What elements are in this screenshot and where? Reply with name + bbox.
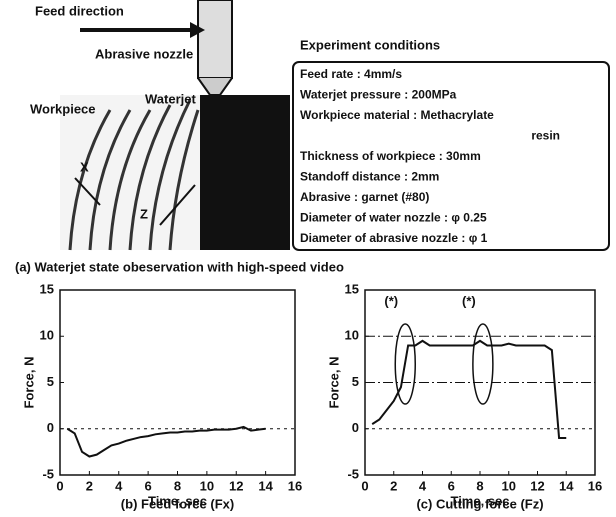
x-tick-label: 10 bbox=[200, 478, 214, 493]
label: Abrasive nozzle bbox=[95, 46, 193, 61]
caption: (c) Cutting force (Fz) bbox=[416, 496, 543, 511]
x-tick-label: 2 bbox=[86, 478, 93, 493]
y-tick-label: 5 bbox=[47, 374, 54, 389]
x-tick-label: 10 bbox=[502, 478, 516, 493]
condition-line: Waterjet pressure : 200MPa bbox=[300, 88, 457, 102]
y-tick-label: -5 bbox=[42, 466, 54, 481]
y-tick-label: 10 bbox=[40, 328, 54, 343]
condition-line: Diameter of abrasive nozzle : φ 1 bbox=[300, 231, 488, 245]
x-tick-label: 14 bbox=[559, 478, 574, 493]
striation bbox=[68, 99, 200, 251]
x-tick-label: 8 bbox=[174, 478, 181, 493]
x-tick-label: 16 bbox=[588, 478, 602, 493]
z-arrow bbox=[159, 184, 196, 226]
highlight bbox=[394, 323, 416, 405]
y-tick-label: 15 bbox=[345, 281, 359, 296]
label: Waterjet bbox=[145, 91, 196, 106]
x-tick-label: 16 bbox=[288, 478, 302, 493]
conditions-title: Experiment conditions bbox=[300, 37, 440, 52]
x-tick-label: 6 bbox=[145, 478, 152, 493]
feed-arrowhead bbox=[190, 22, 205, 38]
condition-line: Abrasive : garnet (#80) bbox=[300, 190, 429, 204]
condition-line: Diameter of water nozzle : φ 0.25 bbox=[300, 211, 487, 225]
x-tick-label: 12 bbox=[229, 478, 243, 493]
label: X bbox=[80, 159, 89, 174]
force-line bbox=[66, 425, 266, 458]
x-axis-label: Time, sec bbox=[450, 493, 509, 508]
x-tick-label: 6 bbox=[448, 478, 455, 493]
y-tick-label: 0 bbox=[47, 420, 54, 435]
cut-region bbox=[200, 95, 290, 250]
x-tick-label: 14 bbox=[258, 478, 273, 493]
illustration: Feed direction Abrasive nozzle Waterjet … bbox=[30, 0, 290, 251]
y-axis-label: Force, N bbox=[326, 356, 341, 408]
label: Workpiece bbox=[30, 101, 96, 116]
x-tick-label: 0 bbox=[361, 478, 368, 493]
highlight bbox=[472, 323, 494, 405]
caption: (b) Feed force (Fx) bbox=[121, 496, 234, 511]
y-tick-label: 0 bbox=[352, 420, 359, 435]
x-tick-label: 4 bbox=[115, 478, 123, 493]
y-tick-label: 5 bbox=[352, 374, 359, 389]
condition-line: Thickness of workpiece : 30mm bbox=[300, 149, 481, 163]
condition-line: Standoff distance : 2mm bbox=[300, 170, 439, 184]
force-line bbox=[371, 339, 567, 439]
label: Z bbox=[140, 206, 148, 221]
label: Feed direction bbox=[35, 3, 124, 18]
nozzle-tip bbox=[197, 77, 233, 96]
condition-line: Feed rate : 4mm/s bbox=[300, 67, 402, 81]
nozzle bbox=[197, 0, 233, 79]
annotation: (*) bbox=[462, 293, 476, 308]
x-tick-label: 0 bbox=[56, 478, 63, 493]
annotation: (*) bbox=[384, 293, 398, 308]
y-axis-label: Force, N bbox=[21, 356, 36, 408]
conditions-box bbox=[292, 61, 610, 251]
x-tick-label: 8 bbox=[476, 478, 483, 493]
y-tick-label: 10 bbox=[345, 328, 359, 343]
x-arrow bbox=[74, 177, 101, 206]
y-tick-label: 15 bbox=[40, 281, 54, 296]
x-tick-label: 2 bbox=[390, 478, 397, 493]
x-tick-label: 4 bbox=[419, 478, 427, 493]
plot-frame bbox=[59, 289, 296, 476]
y-tick-label: -5 bbox=[347, 466, 359, 481]
x-tick-label: 12 bbox=[530, 478, 544, 493]
condition-line: Workpiece material : Methacrylate bbox=[300, 108, 494, 122]
caption: (a) Waterjet state obeservation with hig… bbox=[15, 259, 344, 274]
condition-line: resin bbox=[531, 129, 560, 143]
x-axis-label: Time, sec bbox=[148, 493, 207, 508]
